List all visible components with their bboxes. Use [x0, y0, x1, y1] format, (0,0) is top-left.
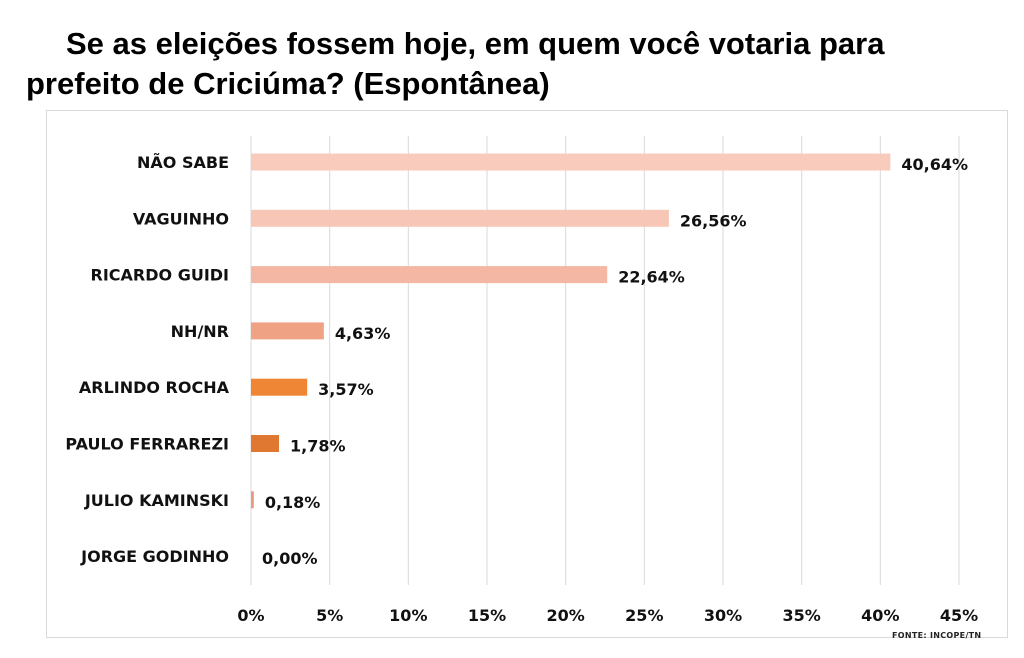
- bar-2: [251, 209, 669, 227]
- bar-7: [251, 491, 254, 509]
- value-label: 3,57%: [318, 380, 374, 399]
- bar-1: [251, 153, 891, 171]
- x-tick-label: 5%: [316, 606, 343, 625]
- category-label: PAULO FERRAREZI: [65, 435, 229, 454]
- value-label: 1,78%: [290, 437, 346, 456]
- x-tick-label: 0%: [237, 606, 264, 625]
- x-tick-label: 15%: [468, 606, 506, 625]
- value-label: 4,63%: [335, 324, 391, 343]
- category-label: NÃO SABE: [137, 153, 229, 172]
- bar-4: [251, 322, 324, 340]
- value-label: 0,00%: [262, 549, 318, 568]
- x-tick-label: 45%: [940, 606, 978, 625]
- category-label: NH/NR: [171, 322, 229, 341]
- value-label: 40,64%: [901, 155, 968, 174]
- x-tick-label: 25%: [625, 606, 663, 625]
- gridlines: [250, 136, 960, 585]
- category-label: VAGUINHO: [133, 209, 229, 228]
- value-label: 26,56%: [680, 211, 747, 230]
- chart-title-line-2: prefeito de Criciúma? (Espontânea): [26, 66, 550, 101]
- bar-6: [251, 435, 280, 452]
- x-tick-label: 10%: [389, 606, 427, 625]
- x-tick-label: 35%: [783, 606, 821, 625]
- x-tick-label: 40%: [861, 606, 899, 625]
- value-label: 22,64%: [618, 268, 685, 287]
- category-labels: NÃO SABE VAGUINHO RICARDO GUIDI NH/NR ARLIND…: [65, 153, 229, 566]
- category-label: RICARDO GUIDI: [91, 266, 229, 285]
- bars: [251, 153, 891, 509]
- value-label: 0,18%: [265, 493, 321, 512]
- value-labels: 40,64% 26,56% 22,64% 4,63% 3,57% 1,78% 0,18% 0,…: [262, 155, 968, 568]
- x-tick-labels: 0% 5% 10% 15% 20% 25% 30% 35% 40% 45%: [237, 606, 978, 625]
- source-note: FONTE: INCOPE/TN: [892, 631, 982, 640]
- bar-5: [251, 378, 308, 396]
- chart-frame: [46, 110, 1008, 638]
- bar-3: [251, 266, 608, 284]
- category-label: JULIO KAMINSKI: [84, 491, 229, 510]
- x-tick-label: 30%: [704, 606, 742, 625]
- chart-title: Se as eleições fossem hoje, em quem você…: [0, 24, 1024, 104]
- x-tick-label: 20%: [547, 606, 585, 625]
- category-label: ARLINDO ROCHA: [79, 378, 230, 397]
- chart-title-line-1: Se as eleições fossem hoje, em quem você…: [66, 26, 885, 61]
- category-label: JORGE GODINHO: [80, 547, 229, 566]
